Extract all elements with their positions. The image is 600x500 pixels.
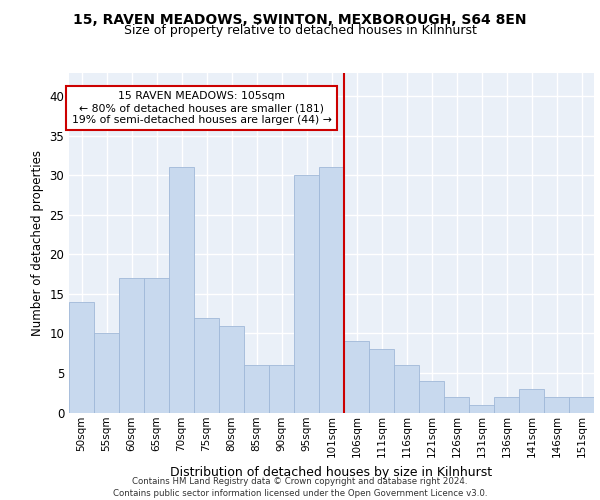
Bar <box>294 176 319 412</box>
Bar <box>369 349 394 412</box>
Bar <box>269 365 294 412</box>
Bar <box>519 389 544 412</box>
Text: 15, RAVEN MEADOWS, SWINTON, MEXBOROUGH, S64 8EN: 15, RAVEN MEADOWS, SWINTON, MEXBOROUGH, … <box>73 12 527 26</box>
X-axis label: Distribution of detached houses by size in Kilnhurst: Distribution of detached houses by size … <box>170 466 493 478</box>
Bar <box>69 302 94 412</box>
Bar <box>194 318 219 412</box>
Bar <box>544 396 569 412</box>
Y-axis label: Number of detached properties: Number of detached properties <box>31 150 44 336</box>
Bar <box>169 168 194 412</box>
Text: Size of property relative to detached houses in Kilnhurst: Size of property relative to detached ho… <box>124 24 476 37</box>
Bar <box>319 168 344 412</box>
Bar <box>444 396 469 412</box>
Bar <box>144 278 169 412</box>
Bar <box>219 326 244 412</box>
Bar <box>344 342 369 412</box>
Bar <box>569 396 594 412</box>
Bar <box>419 381 444 412</box>
Text: 15 RAVEN MEADOWS: 105sqm
← 80% of detached houses are smaller (181)
19% of semi-: 15 RAVEN MEADOWS: 105sqm ← 80% of detach… <box>71 92 331 124</box>
Bar <box>244 365 269 412</box>
Bar <box>119 278 144 412</box>
Bar <box>94 334 119 412</box>
Text: Contains HM Land Registry data © Crown copyright and database right 2024.
Contai: Contains HM Land Registry data © Crown c… <box>113 476 487 498</box>
Bar <box>469 404 494 412</box>
Bar <box>494 396 519 412</box>
Bar <box>394 365 419 412</box>
